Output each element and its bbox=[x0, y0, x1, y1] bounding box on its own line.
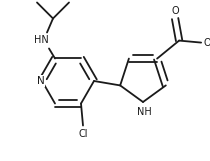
Text: NH: NH bbox=[137, 107, 151, 117]
Text: N: N bbox=[37, 76, 45, 86]
Text: HN: HN bbox=[34, 35, 48, 46]
Text: Cl: Cl bbox=[78, 128, 88, 138]
Text: OH: OH bbox=[204, 38, 210, 48]
Text: O: O bbox=[171, 6, 179, 16]
